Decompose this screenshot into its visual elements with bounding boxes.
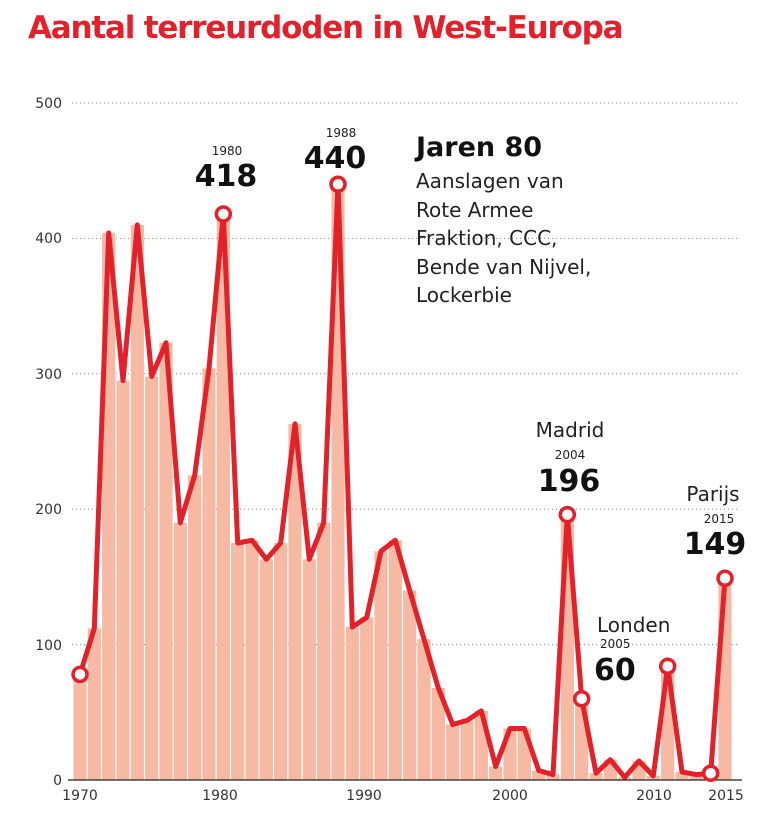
callout-line: Rote Armee [416,198,533,222]
y-tick-label: 0 [53,773,62,789]
series-line-group [77,181,728,780]
x-tick-label: 1970 [62,788,98,804]
bar [589,773,603,780]
bar [431,687,445,780]
annotation-parijs-label: Parijs [686,482,739,506]
x-tick-label: 1980 [202,788,238,804]
bar [374,551,388,780]
marker-1970 [71,665,89,684]
bar [360,617,374,780]
callout-line: Bende van Nijvel, [416,255,591,279]
bar [73,674,87,780]
y-tick-label: 500 [35,96,62,112]
bars [73,184,732,781]
marker-2014 [701,764,720,782]
chart-title: Aantal terreurdoden in West-Europa [28,10,624,46]
bar [302,559,316,780]
x-tick-label: 1990 [346,788,382,804]
marker-2011 [658,657,677,676]
bar [489,766,503,780]
annotation-londen-year: 2005 [600,637,631,651]
series-line [77,181,728,780]
annotation-1988-value: 440 [304,141,367,176]
y-tick-label: 300 [35,367,62,383]
bar [317,522,331,780]
bar [274,543,288,780]
bar [446,724,460,780]
annotation-1980-value: 418 [195,159,258,194]
bar [216,214,230,780]
bar [532,770,546,780]
bar [202,368,216,780]
bar [460,720,474,780]
bar [116,380,130,780]
bar [188,475,202,780]
gridlines [72,102,740,646]
bar [288,423,302,780]
x-tick-label: 2015 [708,788,744,804]
bar [159,342,173,780]
callout-line: Lockerbie [416,283,512,307]
bar [87,628,101,780]
bar [259,559,273,780]
x-tick-label: 2010 [636,788,672,804]
bar [689,774,703,780]
callout-line: Fraktion, CCC, [416,226,557,250]
annotation-madrid-value: 196 [538,464,601,499]
annotation-parijs-value: 149 [684,527,747,562]
marker-1988 [329,175,347,193]
bar [675,771,689,780]
bar [173,522,187,780]
annotation-1988-year: 1988 [326,126,357,140]
annotation-londen-label: Londen [597,613,670,637]
marker-2004 [558,505,577,524]
annotation-madrid-label: Madrid [536,418,605,442]
y-tick-label: 100 [35,638,62,654]
x-tick-label: 2000 [492,788,528,804]
bar [245,540,259,780]
bar [345,626,359,780]
annotation-parijs-year: 2015 [704,512,735,526]
highlight-markers [71,175,734,782]
marker-2005 [572,690,591,708]
callout-line: Aanslagen van [416,169,564,193]
bar [546,774,560,780]
annotation-1980-year: 1980 [212,144,243,158]
bar [231,543,245,780]
y-tick-label: 200 [35,502,62,518]
marker-1980 [214,205,233,223]
y-tick-label: 400 [35,231,62,247]
bar [145,376,159,780]
annotation-madrid-year: 2004 [555,448,586,462]
bar [130,224,144,781]
bar [388,540,402,780]
callout-title: Jaren 80 [414,132,542,163]
bar [417,639,431,780]
annotation-londen-value: 60 [594,653,636,688]
marker-2015 [716,569,734,588]
bar [403,590,417,780]
